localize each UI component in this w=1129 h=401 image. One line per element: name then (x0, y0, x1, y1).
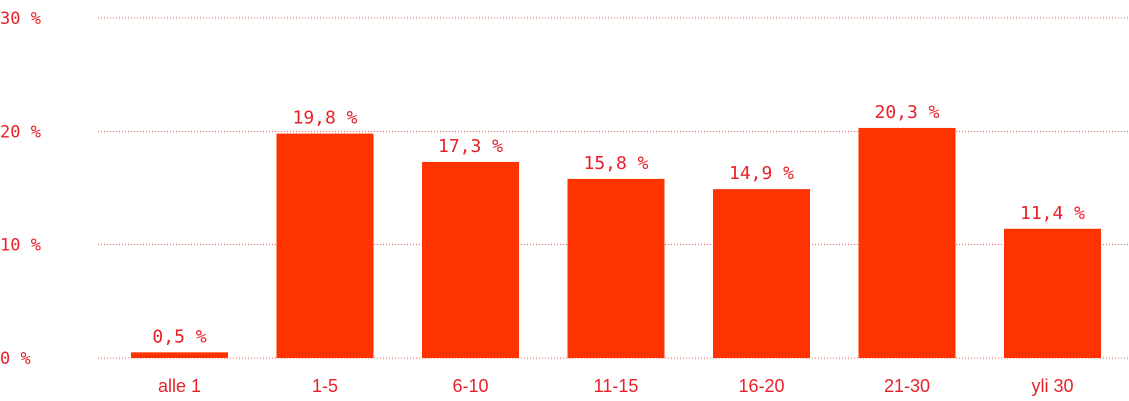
value-labels: 0,5 % 19,8 % 17,3 % 15,8 % 14,9 % 20,3 % 11,4 … (152, 102, 1085, 347)
x-category-label: yli 30 (1031, 376, 1073, 396)
y-tick-label: 20 % (0, 122, 41, 142)
bar (131, 352, 228, 358)
gridlines (98, 17, 1129, 359)
bar-value-label: 19,8 % (292, 108, 357, 129)
bars (131, 127, 1101, 358)
x-category-label: 6-10 (452, 376, 488, 396)
x-category-label: alle 1 (158, 376, 201, 396)
y-tick-label: 10 % (0, 236, 41, 256)
x-axis-category-labels: alle 1 1-5 6-10 11-15 16-20 21-30 yli 30 (158, 376, 1074, 396)
bar (276, 133, 374, 358)
x-category-label: 11-15 (594, 376, 639, 396)
bar (858, 127, 956, 358)
y-tick-label: 30 % (0, 9, 41, 29)
bar-value-label: 0,5 % (152, 326, 206, 347)
bar-value-label: 17,3 % (438, 136, 503, 157)
x-category-label: 21-30 (884, 376, 930, 396)
bar-value-label: 11,4 % (1020, 203, 1085, 224)
bar (567, 178, 665, 358)
y-axis-tick-labels: 0 % 10 % 20 % 30 % (0, 9, 41, 369)
x-category-label: 1-5 (312, 376, 338, 396)
x-category-label: 16-20 (738, 376, 784, 396)
bar (422, 161, 519, 358)
y-tick-label: 0 % (0, 349, 31, 369)
bar-value-label: 20,3 % (874, 102, 939, 123)
bar (1004, 228, 1101, 358)
bar-value-label: 15,8 % (583, 153, 648, 174)
bar-value-label: 14,9 % (729, 163, 794, 184)
bar (713, 189, 810, 358)
